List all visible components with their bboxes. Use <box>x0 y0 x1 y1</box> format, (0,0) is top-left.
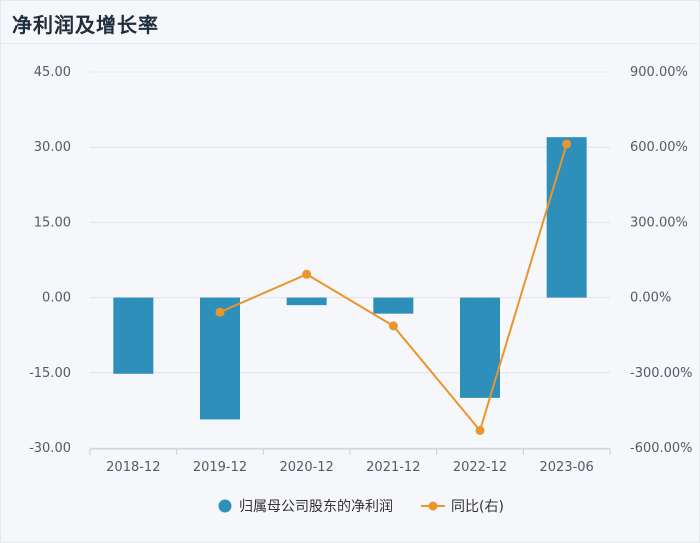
left-axis-ticks: 45.00 30.00 15.00 0.00 -15.00 -30.00 <box>29 65 71 456</box>
gridlines <box>90 71 610 449</box>
right-tick-label: 0.00% <box>630 291 671 306</box>
growth-point <box>215 307 225 317</box>
bar <box>113 297 154 374</box>
legend-bar-label: 归属母公司股东的净利润 <box>239 498 393 515</box>
left-tick-label: 45.00 <box>34 65 71 80</box>
left-tick-label: 15.00 <box>34 215 71 230</box>
left-tick-label: 0.00 <box>42 291 71 306</box>
right-axis-ticks: 900.00% 600.00% 300.00% 0.00% -300.00% -600.0… <box>630 65 693 456</box>
chart-title: 净利润及增长率 <box>12 13 159 37</box>
bar <box>200 297 240 420</box>
bar <box>460 297 500 398</box>
bar <box>546 137 587 298</box>
growth-point <box>388 321 398 331</box>
title-divider <box>0 43 698 44</box>
x-tick-label: 2019-12 <box>193 460 247 475</box>
line-series <box>215 139 572 435</box>
x-tick-label: 2023-06 <box>540 460 594 475</box>
bar <box>373 297 414 314</box>
growth-point <box>302 269 312 279</box>
right-tick-label: 600.00% <box>630 140 688 155</box>
growth-point <box>562 139 572 149</box>
left-tick-label: 30.00 <box>34 140 71 155</box>
right-tick-label: 300.00% <box>630 215 688 230</box>
left-tick-label: -30.00 <box>29 441 71 456</box>
right-tick-label: -600.00% <box>630 441 693 456</box>
x-axis: 2018-12 2019-12 2020-12 2021-12 2022-12 2023-… <box>89 448 611 475</box>
x-tick-label: 2021-12 <box>366 460 420 475</box>
left-tick-label: -15.00 <box>29 366 71 381</box>
bar <box>286 297 327 306</box>
legend-bar-marker <box>218 499 232 513</box>
legend[interactable]: 归属母公司股东的净利润 同比(右) <box>218 498 504 515</box>
legend-line-dot <box>428 501 438 511</box>
right-tick-label: 900.00% <box>630 65 688 80</box>
legend-line-label: 同比(右) <box>451 499 504 515</box>
bar-series <box>113 137 587 420</box>
growth-line <box>219 143 568 433</box>
x-tick-label: 2022-12 <box>453 460 507 475</box>
x-tick-label: 2020-12 <box>280 460 334 475</box>
right-tick-label: -300.00% <box>630 366 693 381</box>
x-tick-label: 2018-12 <box>106 460 160 475</box>
growth-point <box>475 425 485 435</box>
